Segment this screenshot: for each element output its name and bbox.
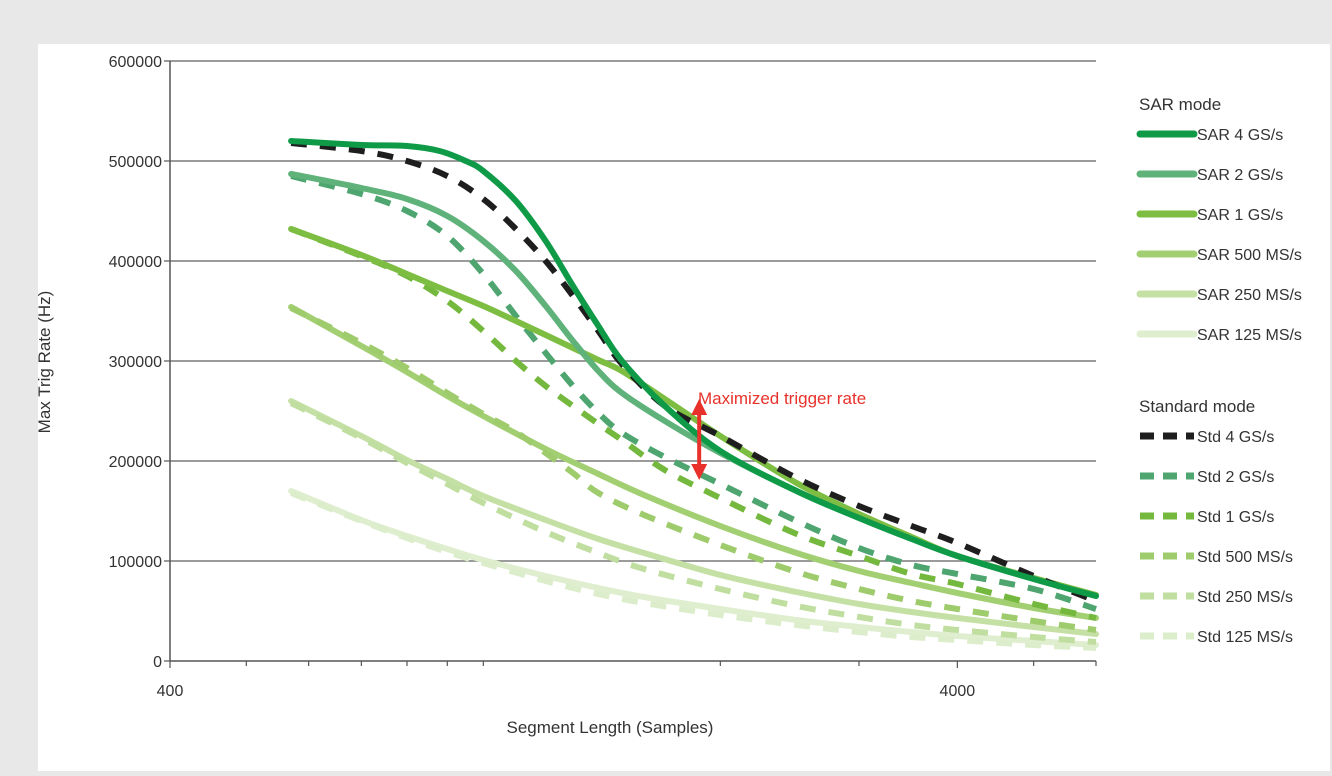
legend-entry: SAR 2 GS/s <box>1197 167 1283 184</box>
series-line-sar-500-ms-s <box>288 304 1099 621</box>
series-line-sar-250-ms-s <box>288 398 1099 637</box>
x-axis-label: Segment Length (Samples) <box>507 718 714 737</box>
series-line-std-250-ms-s <box>289 400 1097 645</box>
legend-entry: Std 125 MS/s <box>1197 629 1293 646</box>
axes <box>164 60 1097 668</box>
legend-group-title: Standard mode <box>1139 397 1255 416</box>
y-axis-label: Max Trig Rate (Hz) <box>35 291 54 434</box>
annotation-arrowhead-up <box>691 399 708 415</box>
y-tick-label: 0 <box>153 654 162 671</box>
legend-entry: Std 2 GS/s <box>1197 469 1274 486</box>
x-tick-label: 4000 <box>940 683 976 700</box>
series-line-std-1-gs-s <box>290 226 1097 621</box>
legend-entry: Std 500 MS/s <box>1197 549 1293 566</box>
x-tick-label: 400 <box>157 683 184 700</box>
series-line-sar-4-gs-s <box>288 138 1099 599</box>
legend-entry: Std 1 GS/s <box>1197 509 1274 526</box>
y-tick-label: 400000 <box>109 254 162 271</box>
legend-entry: Std 4 GS/s <box>1197 429 1274 446</box>
y-tick-label: 100000 <box>109 554 162 571</box>
legend-group-title: SAR mode <box>1139 95 1221 114</box>
tick-labels: 0 100000 200000 300000 400000 500000 600000 400… <box>109 54 976 700</box>
series-line-std-2-gs-s <box>290 173 1097 612</box>
legend-entry: SAR 125 MS/s <box>1197 327 1302 344</box>
legend-entry: SAR 500 MS/s <box>1197 247 1302 264</box>
annotation-arrowhead-down <box>691 464 708 480</box>
legend: SAR mode SAR 4 GS/s SAR 2 GS/s SAR 1 GS/s SA… <box>1136 95 1302 646</box>
y-tick-label: 300000 <box>109 354 162 371</box>
legend-entry: SAR 1 GS/s <box>1197 207 1283 224</box>
chart-panel <box>38 44 1330 772</box>
y-tick-label: 200000 <box>109 454 162 471</box>
legend-entry: SAR 250 MS/s <box>1197 287 1302 304</box>
y-tick-label: 600000 <box>109 54 162 71</box>
annotation-label: Maximized trigger rate <box>698 389 866 408</box>
series-line-sar-125-ms-s <box>288 488 1099 648</box>
series-line-std-125-ms-s <box>289 490 1097 651</box>
legend-entry: Std 250 MS/s <box>1197 589 1293 606</box>
legend-entry: SAR 4 GS/s <box>1197 127 1283 144</box>
series-layer <box>288 138 1099 651</box>
series-line-std-500-ms-s <box>289 305 1097 633</box>
y-tick-label: 500000 <box>109 154 162 171</box>
annotation-layer: Maximized trigger rate <box>691 389 866 480</box>
grid-lines <box>170 60 1096 562</box>
